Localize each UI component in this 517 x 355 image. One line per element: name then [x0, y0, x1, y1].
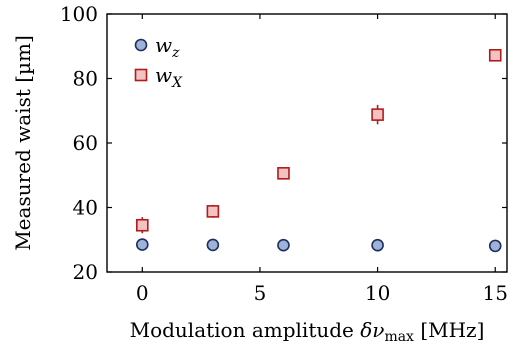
- legend-label-wx-main: w: [155, 63, 172, 87]
- legend-label-wz-sub: z: [171, 45, 180, 61]
- x-tick-label: 5: [254, 281, 267, 305]
- x-tick-label: 0: [136, 281, 149, 305]
- legend-label-wz-main: w: [155, 33, 172, 57]
- y-tick-label: 40: [73, 196, 98, 220]
- data-point-square: [488, 48, 502, 62]
- series-layer: [135, 48, 502, 253]
- y-axis-ticks: 20 40 60 80 100: [60, 2, 507, 284]
- legend: wz wX: [134, 33, 183, 91]
- data-point-circle: [277, 238, 290, 252]
- x-tick-label: 10: [365, 281, 390, 305]
- y-axis-label: Measured waist [µm]: [11, 35, 35, 251]
- x-tick-label: 15: [483, 281, 508, 305]
- data-point-circle: [135, 238, 149, 251]
- y-tick-label: 100: [60, 2, 98, 26]
- data-point-square: [277, 167, 290, 180]
- series-wz: [135, 238, 502, 253]
- y-tick-label: 20: [73, 260, 98, 284]
- legend-label-wz: wz: [155, 33, 180, 61]
- series-wx: [135, 48, 502, 234]
- x-axis-label-main: Modulation amplitude: [130, 318, 361, 342]
- data-point-circle: [488, 239, 502, 253]
- legend-label-wx-sub: X: [171, 75, 183, 91]
- data-point-circle: [206, 238, 220, 252]
- x-axis-label: Modulation amplitude δνmax [MHz]: [130, 318, 485, 345]
- data-point-square: [371, 108, 384, 121]
- data-point-square: [206, 205, 220, 218]
- x-axis-label-unit: [MHz]: [414, 318, 484, 342]
- data-point-square: [135, 218, 149, 232]
- x-axis-label-symbol: δν: [360, 318, 384, 342]
- legend-marker-wz: [134, 38, 148, 52]
- x-axis-ticks: 0 5 10 15: [136, 14, 508, 305]
- legend-label-wx: wX: [155, 63, 183, 91]
- x-axis-label-subscript: max: [384, 329, 414, 345]
- data-point-circle: [371, 238, 384, 252]
- legend-marker-wx: [134, 68, 148, 82]
- y-tick-label: 80: [73, 67, 98, 91]
- y-tick-label: 60: [73, 131, 98, 155]
